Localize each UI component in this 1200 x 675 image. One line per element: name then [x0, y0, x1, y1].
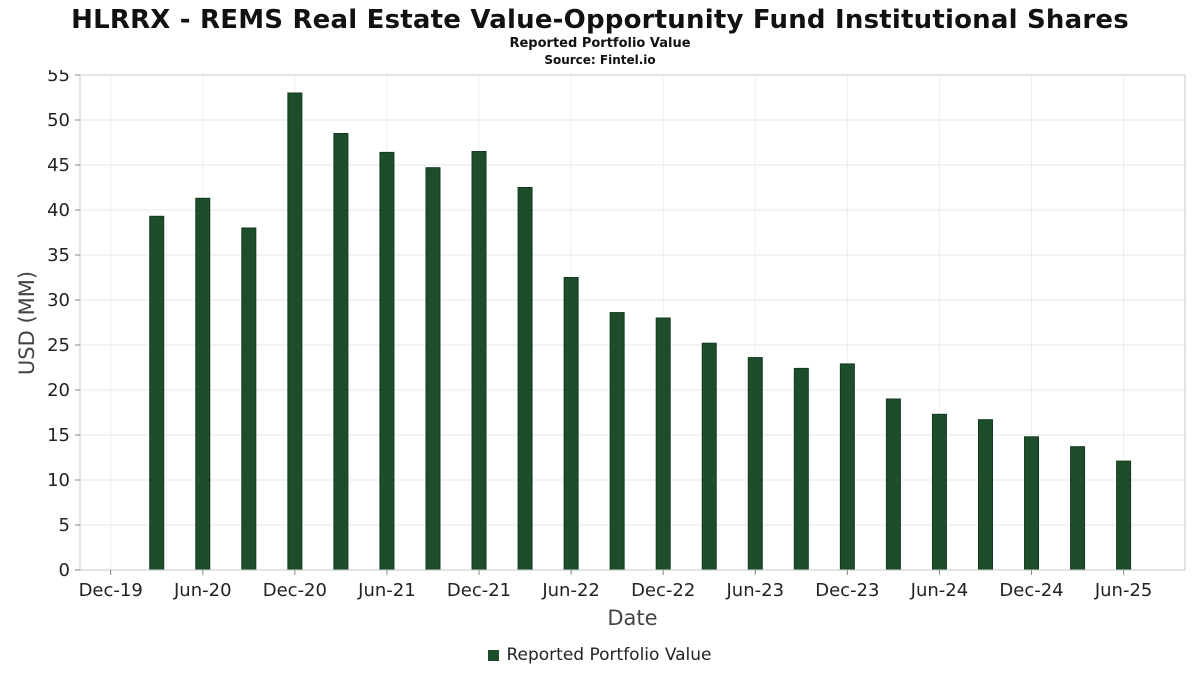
- legend: Reported Portfolio Value: [0, 645, 1200, 665]
- legend-label: Reported Portfolio Value: [506, 645, 712, 665]
- x-tick-label: Dec-22: [631, 580, 695, 601]
- chart-title: HLRRX - REMS Real Estate Value-Opportuni…: [71, 5, 1129, 35]
- bar: [1116, 460, 1132, 571]
- bar: [241, 227, 257, 571]
- x-tick-label: Dec-24: [999, 580, 1063, 601]
- x-tick-label: Jun-21: [357, 580, 416, 601]
- bar-chart-canvas: 0 5 10 15 20 25 30 35 40 45 50 55 Dec-19 Jun-20 Dec-20…: [47, 70, 1186, 601]
- x-tick-label: Jun-25: [1094, 580, 1153, 601]
- bar: [609, 312, 625, 571]
- chart-subtitle: Reported Portfolio Value: [509, 36, 691, 51]
- bar: [379, 151, 395, 571]
- bar: [333, 133, 349, 571]
- y-tick-label: 30: [47, 290, 70, 311]
- legend-marker-icon: [488, 649, 500, 661]
- x-tick-label: Jun-24: [910, 580, 969, 601]
- bar: [1070, 446, 1086, 571]
- bar: [149, 215, 165, 571]
- bar: [563, 277, 579, 571]
- bar: [655, 317, 671, 571]
- bar: [195, 197, 211, 571]
- bar: [701, 342, 717, 571]
- y-tick-label: 10: [47, 470, 70, 491]
- bar: [517, 187, 533, 571]
- y-tick-label: 5: [59, 515, 70, 536]
- x-tick-label: Dec-23: [815, 580, 879, 601]
- y-tick-label: 35: [47, 245, 70, 266]
- y-tick-label: 20: [47, 380, 70, 401]
- y-tick-label: 15: [47, 425, 70, 446]
- x-tick-label: Jun-20: [173, 580, 232, 601]
- y-tick-label: 40: [47, 200, 70, 221]
- x-tick-label: Dec-21: [447, 580, 511, 601]
- bar: [1024, 436, 1040, 571]
- x-tick-label: Dec-20: [263, 580, 327, 601]
- bar: [839, 363, 855, 571]
- x-tick-label: Dec-19: [79, 580, 143, 601]
- plot-border: [79, 74, 1186, 571]
- bar: [471, 151, 487, 571]
- y-tick-label: 55: [47, 70, 70, 86]
- chart-source: Source: Fintel.io: [544, 53, 656, 67]
- bar: [793, 367, 809, 571]
- bar: [287, 92, 303, 571]
- bar: [885, 398, 901, 571]
- bar: [977, 419, 993, 571]
- bar: [747, 357, 763, 571]
- bar: [931, 413, 947, 571]
- y-tick-label: 50: [47, 110, 70, 131]
- x-axis-title: Date: [607, 606, 658, 630]
- y-tick-label: 0: [59, 560, 70, 581]
- y-tick-label: 45: [47, 155, 70, 176]
- x-tick-label: Jun-23: [726, 580, 785, 601]
- x-tick-label: Jun-22: [541, 580, 600, 601]
- y-tick-label: 25: [47, 335, 70, 356]
- bar: [425, 167, 441, 571]
